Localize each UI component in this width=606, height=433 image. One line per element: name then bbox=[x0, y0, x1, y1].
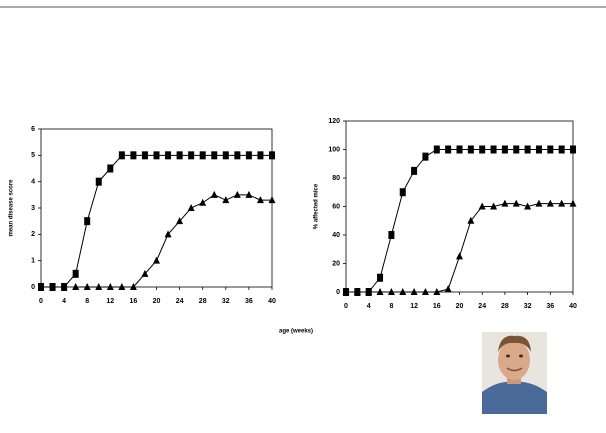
series-line bbox=[41, 155, 272, 287]
square-marker bbox=[223, 151, 229, 159]
slide: age (weeks) 01234560481216202428323640me… bbox=[0, 0, 606, 433]
square-marker bbox=[388, 231, 394, 239]
y-axis-title: mean disease score bbox=[9, 179, 15, 237]
y-tick-label: 0 bbox=[31, 284, 35, 291]
x-tick-label: 16 bbox=[433, 303, 441, 310]
square-marker bbox=[154, 151, 160, 159]
y-tick-label: 1 bbox=[31, 258, 35, 265]
triangle-marker bbox=[222, 196, 229, 203]
y-tick-label: 4 bbox=[31, 179, 35, 186]
x-tick-label: 36 bbox=[245, 298, 253, 305]
series-line bbox=[76, 195, 272, 287]
y-axis-title: % affected mice bbox=[314, 183, 320, 229]
x-tick-label: 24 bbox=[478, 303, 486, 310]
square-marker bbox=[200, 151, 206, 159]
x-tick-label: 0 bbox=[39, 298, 43, 305]
x-tick-label: 16 bbox=[130, 298, 138, 305]
y-tick-label: 120 bbox=[328, 118, 340, 125]
x-tick-label: 24 bbox=[176, 298, 184, 305]
square-marker bbox=[400, 188, 406, 196]
square-marker bbox=[445, 146, 451, 154]
square-marker bbox=[479, 146, 485, 154]
x-tick-label: 40 bbox=[569, 303, 577, 310]
y-tick-label: 5 bbox=[31, 152, 35, 159]
square-marker bbox=[142, 151, 148, 159]
triangle-marker bbox=[153, 257, 160, 264]
square-marker bbox=[422, 153, 428, 161]
x-tick-label: 12 bbox=[410, 303, 418, 310]
x-tick-label: 32 bbox=[524, 303, 532, 310]
triangle-marker bbox=[199, 199, 206, 206]
y-tick-label: 100 bbox=[328, 146, 340, 153]
y-tick-label: 3 bbox=[31, 205, 35, 212]
square-marker bbox=[525, 146, 531, 154]
series-line bbox=[346, 150, 573, 293]
square-marker bbox=[246, 151, 252, 159]
square-marker bbox=[130, 151, 136, 159]
x-tick-label: 32 bbox=[222, 298, 230, 305]
square-marker bbox=[468, 146, 474, 154]
square-marker bbox=[536, 146, 542, 154]
square-marker bbox=[61, 283, 67, 291]
x-tick-label: 28 bbox=[199, 298, 207, 305]
square-marker bbox=[84, 217, 90, 225]
x-tick-label: 28 bbox=[501, 303, 509, 310]
x-tick-label: 4 bbox=[367, 303, 371, 310]
y-tick-label: 40 bbox=[332, 232, 340, 239]
square-marker bbox=[188, 151, 194, 159]
square-marker bbox=[491, 146, 497, 154]
square-marker bbox=[559, 146, 565, 154]
square-marker bbox=[513, 146, 519, 154]
square-marker bbox=[269, 151, 275, 159]
x-axis-title: age (weeks) bbox=[279, 329, 313, 335]
x-tick-label: 4 bbox=[62, 298, 66, 305]
triangle-marker bbox=[456, 252, 463, 259]
y-tick-label: 80 bbox=[332, 175, 340, 182]
y-tick-label: 20 bbox=[332, 260, 340, 267]
x-tick-label: 12 bbox=[106, 298, 114, 305]
square-marker bbox=[165, 151, 171, 159]
square-marker bbox=[434, 146, 440, 154]
x-tick-label: 8 bbox=[389, 303, 393, 310]
x-tick-label: 20 bbox=[153, 298, 161, 305]
triangle-marker bbox=[188, 204, 195, 211]
square-marker bbox=[73, 270, 79, 278]
square-marker bbox=[502, 146, 508, 154]
x-tick-label: 0 bbox=[344, 303, 348, 310]
y-tick-label: 60 bbox=[332, 203, 340, 210]
square-marker bbox=[38, 283, 44, 291]
square-marker bbox=[177, 151, 183, 159]
x-tick-label: 36 bbox=[546, 303, 554, 310]
square-marker bbox=[119, 151, 125, 159]
x-tick-label: 20 bbox=[456, 303, 464, 310]
photo bbox=[482, 332, 547, 414]
square-marker bbox=[570, 146, 576, 154]
y-tick-label: 0 bbox=[336, 289, 340, 296]
square-marker bbox=[547, 146, 553, 154]
triangle-marker bbox=[211, 191, 218, 198]
y-tick-label: 6 bbox=[31, 126, 35, 133]
square-marker bbox=[377, 274, 383, 282]
x-tick-label: 8 bbox=[85, 298, 89, 305]
square-marker bbox=[107, 165, 113, 173]
square-marker bbox=[257, 151, 263, 159]
chart: 0 20 40 60 80 100 120 0 4 8 12 16 20 24 28 32 36 40 % affe… bbox=[314, 118, 577, 310]
square-marker bbox=[211, 151, 217, 159]
square-marker bbox=[234, 151, 240, 159]
x-tick-label: 40 bbox=[268, 298, 276, 305]
square-marker bbox=[50, 283, 56, 291]
square-marker bbox=[96, 178, 102, 186]
square-marker bbox=[411, 167, 417, 175]
square-marker bbox=[457, 146, 463, 154]
triangle-marker bbox=[445, 285, 452, 292]
y-tick-label: 2 bbox=[31, 231, 35, 238]
